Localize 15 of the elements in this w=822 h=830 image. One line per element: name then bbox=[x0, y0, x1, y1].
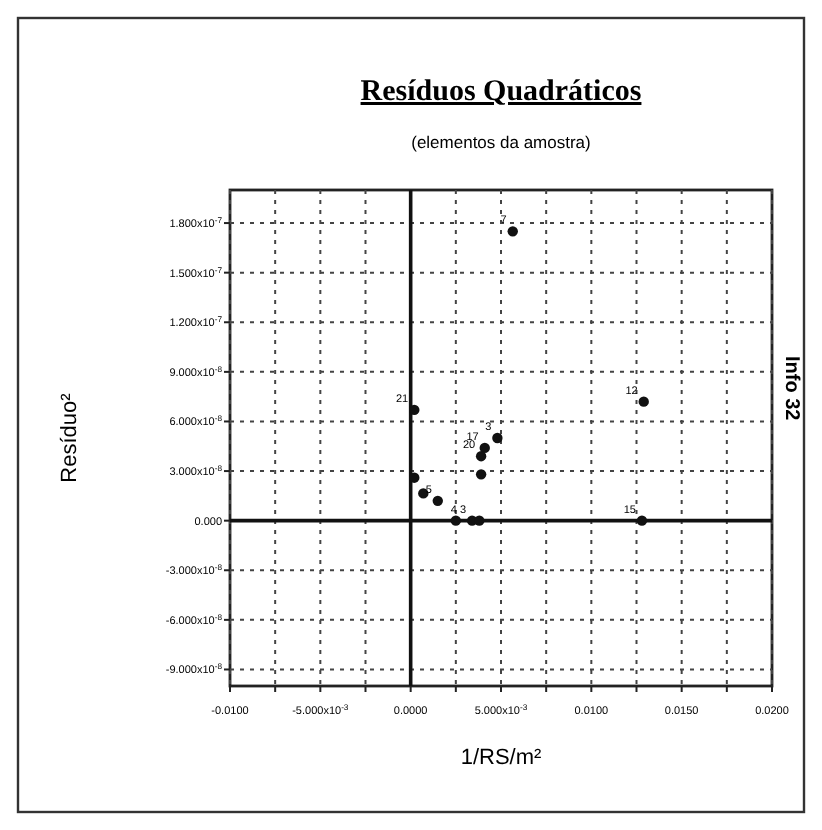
point bbox=[474, 515, 485, 526]
point bbox=[475, 450, 487, 462]
point bbox=[450, 515, 462, 526]
point bbox=[492, 432, 503, 444]
point bbox=[479, 442, 490, 454]
point bbox=[475, 469, 487, 480]
point bbox=[636, 515, 648, 526]
chart-title: Resíduos Quadráticos bbox=[360, 76, 642, 108]
point bbox=[507, 226, 518, 237]
chart-subtitle: (elementos da amostra) bbox=[411, 132, 592, 152]
text: Info 32 bbox=[780, 356, 802, 422]
point bbox=[432, 495, 443, 507]
x-axis-title: 1/RS/m² bbox=[460, 746, 542, 770]
y-axis-title: Resíduo² bbox=[58, 392, 82, 483]
point bbox=[638, 396, 649, 407]
